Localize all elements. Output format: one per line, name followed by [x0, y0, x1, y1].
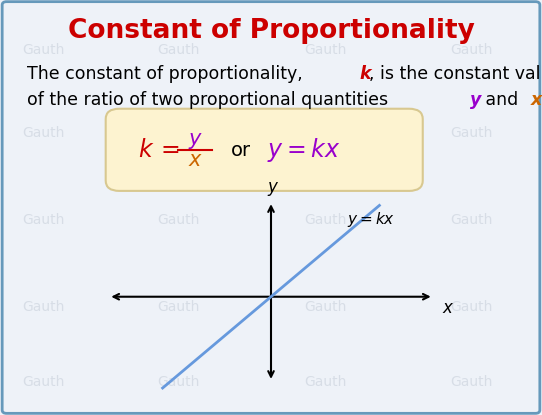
- Text: Gauth: Gauth: [304, 43, 346, 57]
- Text: x: x: [531, 91, 542, 110]
- Text: The constant of proportionality,: The constant of proportionality,: [27, 65, 308, 83]
- Text: $y = kx$: $y = kx$: [267, 136, 340, 164]
- Text: Gauth: Gauth: [450, 300, 493, 314]
- Text: , is the constant value: , is the constant value: [370, 65, 542, 83]
- Text: $\mathrm{or}$: $\mathrm{or}$: [230, 141, 252, 160]
- Text: Gauth: Gauth: [158, 43, 200, 57]
- Text: Gauth: Gauth: [304, 300, 346, 314]
- Text: Gauth: Gauth: [450, 43, 493, 57]
- Text: $y$: $y$: [188, 131, 203, 151]
- Text: of the ratio of two proportional quantities: of the ratio of two proportional quantit…: [27, 91, 393, 110]
- Text: Gauth: Gauth: [158, 375, 200, 389]
- Text: $y$: $y$: [268, 181, 280, 198]
- Text: Gauth: Gauth: [158, 126, 200, 140]
- Text: y: y: [470, 91, 481, 110]
- Text: $x$: $x$: [188, 150, 203, 170]
- Text: Gauth: Gauth: [158, 213, 200, 227]
- Text: $y = kx$: $y = kx$: [347, 210, 395, 229]
- FancyBboxPatch shape: [106, 109, 423, 191]
- Text: Gauth: Gauth: [450, 375, 493, 389]
- Text: Gauth: Gauth: [22, 375, 64, 389]
- Text: .: .: [540, 91, 542, 110]
- Text: and: and: [480, 91, 524, 110]
- Text: Constant of Proportionality: Constant of Proportionality: [68, 18, 474, 44]
- Text: $x$: $x$: [442, 299, 454, 317]
- Text: Gauth: Gauth: [22, 300, 64, 314]
- Text: Gauth: Gauth: [304, 126, 346, 140]
- Text: $k\,{=}$: $k\,{=}$: [138, 138, 179, 162]
- Text: Gauth: Gauth: [304, 213, 346, 227]
- Text: Gauth: Gauth: [22, 213, 64, 227]
- Text: Gauth: Gauth: [22, 43, 64, 57]
- Text: k: k: [359, 65, 371, 83]
- Text: Gauth: Gauth: [450, 126, 493, 140]
- Text: Gauth: Gauth: [304, 375, 346, 389]
- Text: Gauth: Gauth: [450, 213, 493, 227]
- Text: Gauth: Gauth: [158, 300, 200, 314]
- Text: Gauth: Gauth: [22, 126, 64, 140]
